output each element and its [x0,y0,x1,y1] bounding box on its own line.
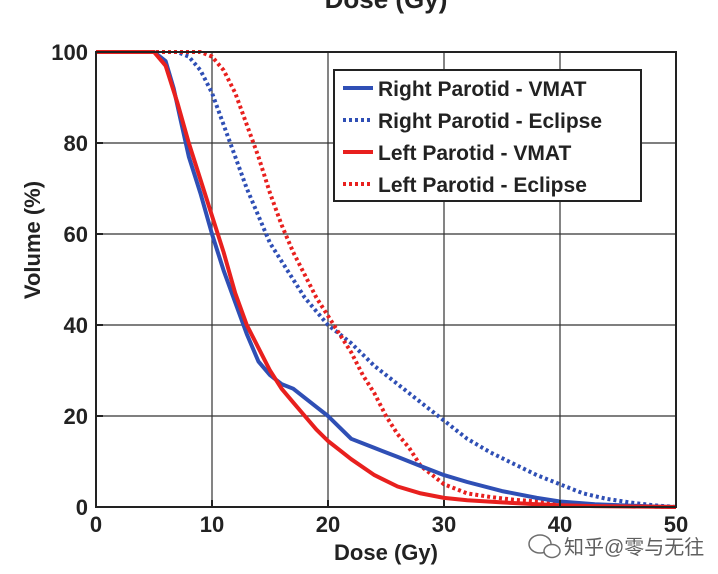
x-tick-label: 20 [316,512,340,537]
legend: Right Parotid - VMAT Right Parotid - Ecli… [333,69,642,202]
legend-label: Right Parotid - VMAT [378,78,587,101]
watermark: 知乎@零与无往 [528,534,704,559]
plot-frame [95,51,677,508]
y-axis-label: Volume (%) [20,181,45,299]
legend-items: Right Parotid - VMAT Right Parotid - Ecli… [343,78,602,197]
x-tick-label: 40 [548,512,572,537]
chart-title: Dose (Gy) [325,0,448,14]
series-layer [96,50,677,509]
y-tick-label: 20 [64,404,88,429]
y-tick-label: 80 [64,131,88,156]
x-tick-label: 0 [90,512,102,537]
legend-label: Left Parotid - VMAT [378,142,571,165]
x-tick-label: 50 [664,512,688,537]
legend-box [333,69,642,202]
y-tick-label: 60 [64,222,88,247]
y-tick-label: 40 [64,313,88,338]
x-axis-label: Dose (Gy) [334,540,438,565]
x-tick-label: 30 [432,512,456,537]
series-line-right-parotid-vmat [96,50,677,509]
y-tick-label: 100 [51,40,88,65]
series-line-right-parotid-eclipse [96,50,677,509]
series-line-left-parotid-vmat [96,50,677,509]
x-tick-label: 10 [200,512,224,537]
legend-label: Right Parotid - Eclipse [378,110,602,133]
x-axis-ticks: 0 10 20 30 40 50 [90,500,688,537]
legend-label: Left Parotid - Eclipse [378,174,587,197]
watermark-text: 知乎@零与无往 [564,536,704,559]
y-tick-label: 0 [76,495,88,520]
y-axis-ticks: 0 20 40 60 80 100 [51,40,103,520]
wechat-icon [528,534,561,559]
series-line-left-parotid-eclipse [96,50,677,509]
